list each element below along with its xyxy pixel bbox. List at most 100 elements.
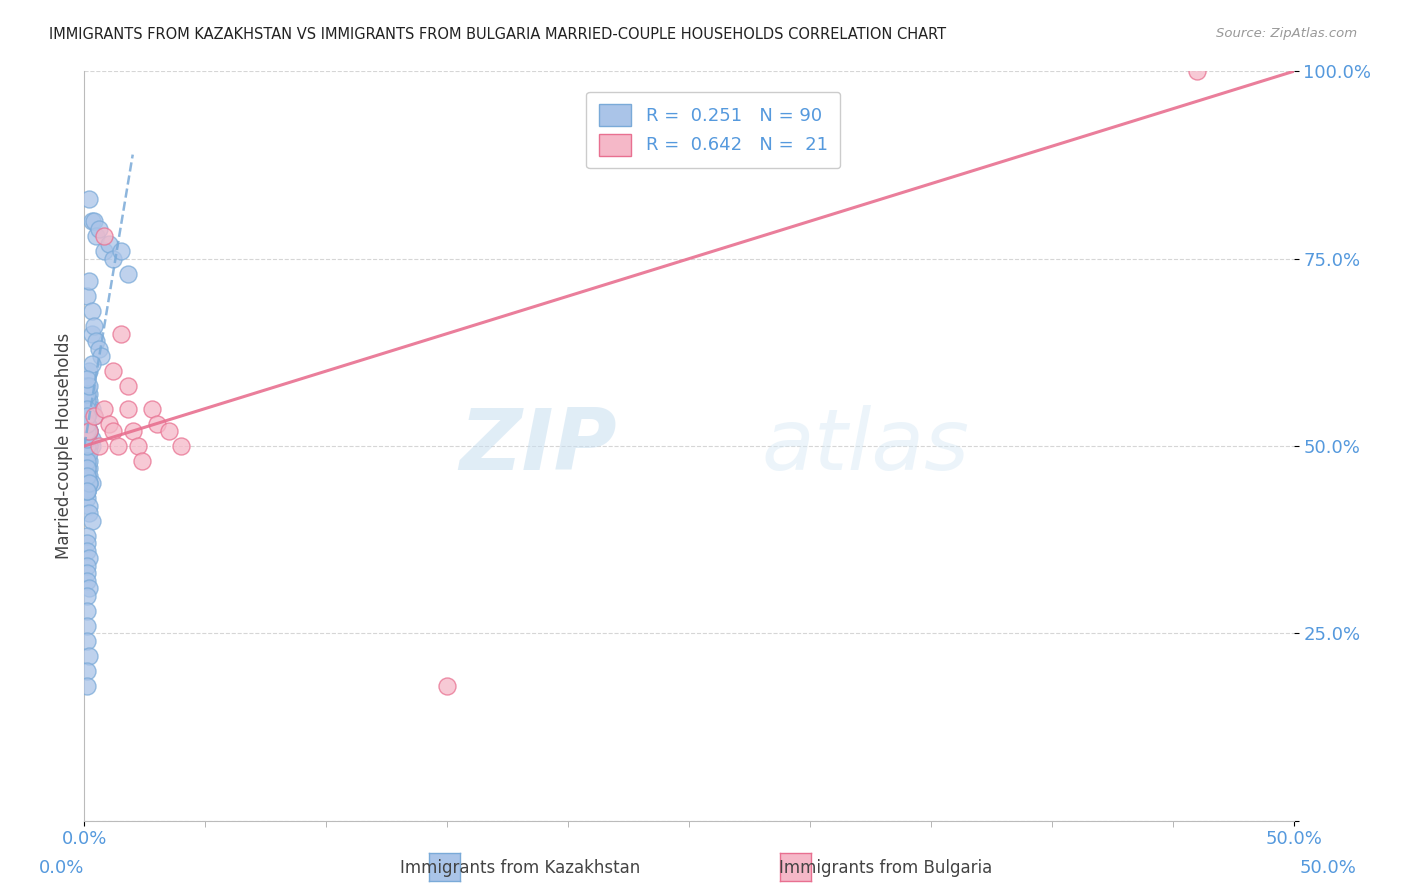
Point: [80, 304, 103, 318]
Point: [77, 439, 100, 453]
Point: [77, 386, 100, 401]
Point: [87, 221, 110, 235]
Point: [87, 342, 110, 356]
Point: [76, 432, 98, 446]
Point: [76, 574, 98, 588]
Point: [76, 417, 98, 431]
Point: [93, 401, 115, 416]
Point: [76, 289, 98, 303]
Point: [76, 483, 98, 498]
Point: [103, 252, 125, 266]
Point: [77, 454, 100, 468]
Point: [80, 439, 103, 453]
Point: [93, 229, 115, 244]
Point: [77, 424, 100, 438]
Point: [77, 424, 100, 438]
Point: [77, 192, 100, 206]
Point: [77, 424, 100, 438]
Point: [80, 214, 103, 228]
Point: [76, 409, 98, 423]
Point: [107, 439, 129, 453]
Point: [77, 401, 100, 416]
Point: [1185, 64, 1208, 78]
Point: [76, 409, 98, 423]
Point: [76, 664, 98, 678]
Point: [76, 394, 98, 409]
Point: [76, 439, 98, 453]
Text: 0.0%: 0.0%: [39, 859, 84, 877]
Point: [131, 454, 153, 468]
Point: [77, 582, 100, 596]
Point: [76, 417, 98, 431]
Point: [77, 551, 100, 566]
Point: [76, 491, 98, 506]
Point: [76, 633, 98, 648]
Point: [76, 461, 98, 475]
Point: [76, 679, 98, 693]
Point: [76, 536, 98, 550]
Point: [76, 529, 98, 543]
Point: [76, 461, 98, 475]
Point: [76, 454, 98, 468]
Point: [80, 401, 103, 416]
Point: [93, 244, 115, 259]
Point: [110, 326, 132, 341]
Point: [77, 499, 100, 513]
Point: [76, 619, 98, 633]
Point: [76, 483, 98, 498]
Text: 50.0%: 50.0%: [1301, 859, 1357, 877]
Point: [77, 648, 100, 663]
Point: [76, 469, 98, 483]
Point: [76, 432, 98, 446]
Point: [83, 319, 105, 334]
Point: [87, 439, 110, 453]
Point: [90, 349, 112, 363]
Point: [157, 424, 180, 438]
Point: [77, 507, 100, 521]
Point: [77, 439, 100, 453]
Point: [77, 446, 100, 460]
Text: ZIP: ZIP: [458, 404, 616, 488]
Point: [80, 357, 103, 371]
Text: IMMIGRANTS FROM KAZAKHSTAN VS IMMIGRANTS FROM BULGARIA MARRIED-COUPLE HOUSEHOLDS: IMMIGRANTS FROM KAZAKHSTAN VS IMMIGRANTS…: [49, 27, 946, 42]
Point: [76, 386, 98, 401]
Point: [76, 401, 98, 416]
Point: [76, 409, 98, 423]
Point: [83, 409, 105, 423]
Text: Source: ZipAtlas.com: Source: ZipAtlas.com: [1216, 27, 1357, 40]
Point: [76, 544, 98, 558]
Point: [170, 439, 193, 453]
Point: [76, 417, 98, 431]
Legend: R =  0.251   N = 90, R =  0.642   N =  21: R = 0.251 N = 90, R = 0.642 N = 21: [586, 92, 841, 169]
Point: [76, 424, 98, 438]
Text: Immigrants from Bulgaria: Immigrants from Bulgaria: [779, 859, 993, 877]
Point: [76, 469, 98, 483]
Point: [76, 439, 98, 453]
Point: [103, 424, 125, 438]
Point: [117, 401, 139, 416]
Text: Immigrants from Kazakhstan: Immigrants from Kazakhstan: [401, 859, 640, 877]
Point: [77, 364, 100, 378]
Point: [127, 439, 149, 453]
Point: [146, 417, 169, 431]
Point: [436, 679, 458, 693]
Y-axis label: Married-couple Households: Married-couple Households: [55, 333, 73, 559]
Point: [110, 244, 132, 259]
Text: atlas: atlas: [762, 404, 970, 488]
Point: [76, 371, 98, 385]
Point: [80, 326, 103, 341]
Point: [76, 439, 98, 453]
Point: [76, 446, 98, 460]
Point: [77, 461, 100, 475]
Point: [77, 424, 100, 438]
Point: [86, 229, 108, 244]
Point: [77, 469, 100, 483]
Point: [86, 334, 108, 348]
Point: [76, 446, 98, 460]
Point: [76, 454, 98, 468]
Point: [76, 604, 98, 618]
Point: [76, 417, 98, 431]
Point: [77, 476, 100, 491]
Point: [83, 214, 105, 228]
Point: [76, 439, 98, 453]
